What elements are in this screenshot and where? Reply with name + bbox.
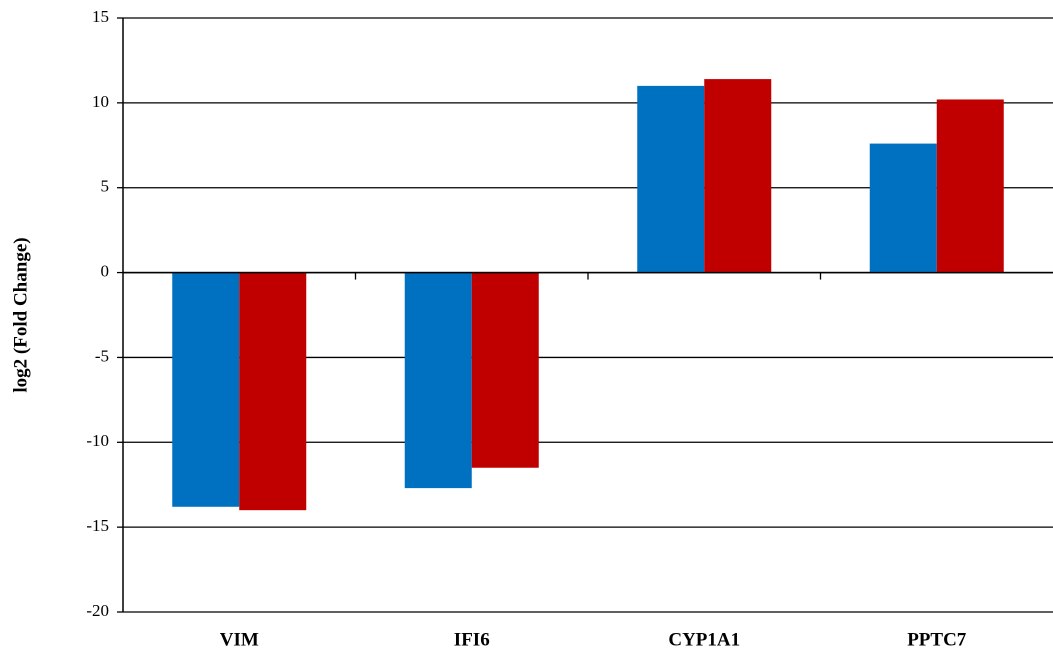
bar [471,272,539,468]
bar [869,143,937,273]
bar [239,272,307,511]
x-tick-label: IFI6 [454,629,490,650]
y-tick-label: -5 [95,346,109,365]
y-tick-label: 15 [92,7,109,26]
bar [172,272,240,507]
bar [936,99,1004,273]
x-tick-label: VIM [220,629,259,650]
x-tick-label: CYP1A1 [668,629,740,650]
y-tick-label: -20 [86,601,109,620]
y-tick-label: 0 [101,261,110,280]
y-tick-label: -15 [86,516,109,535]
y-tick-label: 10 [92,92,109,111]
y-tick-label: -10 [86,431,109,450]
bar [704,79,772,273]
y-axis-label: log2 (Fold Change) [10,237,31,392]
bar [404,272,472,489]
bar [637,85,705,273]
y-tick-label: 5 [101,177,110,196]
x-tick-label: PPTC7 [907,629,967,650]
